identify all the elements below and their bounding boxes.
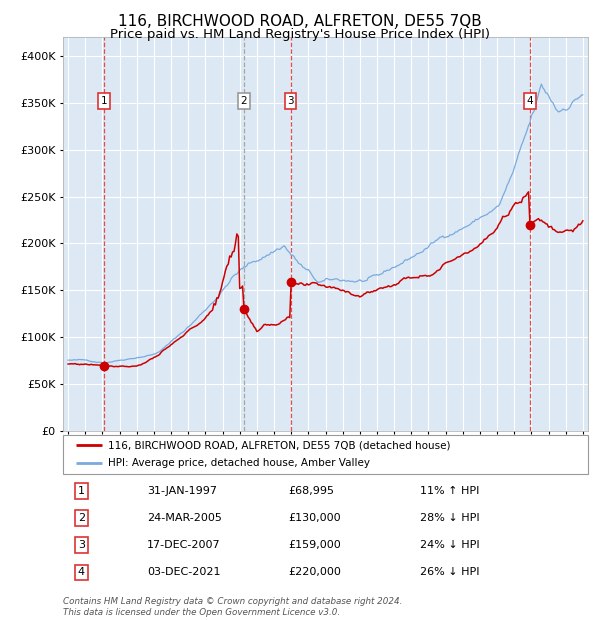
Text: £220,000: £220,000 [289, 567, 341, 577]
Text: 11% ↑ HPI: 11% ↑ HPI [420, 486, 479, 496]
Text: 28% ↓ HPI: 28% ↓ HPI [420, 513, 479, 523]
FancyBboxPatch shape [63, 435, 588, 474]
Text: 116, BIRCHWOOD ROAD, ALFRETON, DE55 7QB (detached house): 116, BIRCHWOOD ROAD, ALFRETON, DE55 7QB … [107, 440, 450, 450]
Text: 2: 2 [241, 96, 247, 106]
Text: £68,995: £68,995 [289, 486, 335, 496]
Text: 3: 3 [287, 96, 294, 106]
Text: 4: 4 [78, 567, 85, 577]
Text: 26% ↓ HPI: 26% ↓ HPI [420, 567, 479, 577]
Text: 116, BIRCHWOOD ROAD, ALFRETON, DE55 7QB: 116, BIRCHWOOD ROAD, ALFRETON, DE55 7QB [118, 14, 482, 29]
Text: 2: 2 [78, 513, 85, 523]
Text: 03-DEC-2021: 03-DEC-2021 [147, 567, 221, 577]
Text: Contains HM Land Registry data © Crown copyright and database right 2024.
This d: Contains HM Land Registry data © Crown c… [63, 598, 403, 617]
Text: 4: 4 [527, 96, 533, 106]
Text: 24% ↓ HPI: 24% ↓ HPI [420, 540, 479, 550]
Text: 31-JAN-1997: 31-JAN-1997 [147, 486, 217, 496]
Text: HPI: Average price, detached house, Amber Valley: HPI: Average price, detached house, Ambe… [107, 458, 370, 468]
Text: £130,000: £130,000 [289, 513, 341, 523]
Text: 17-DEC-2007: 17-DEC-2007 [147, 540, 221, 550]
Text: 3: 3 [78, 540, 85, 550]
Text: Price paid vs. HM Land Registry's House Price Index (HPI): Price paid vs. HM Land Registry's House … [110, 28, 490, 41]
Text: 24-MAR-2005: 24-MAR-2005 [147, 513, 222, 523]
Text: 1: 1 [78, 486, 85, 496]
Text: £159,000: £159,000 [289, 540, 341, 550]
Text: 1: 1 [101, 96, 107, 106]
